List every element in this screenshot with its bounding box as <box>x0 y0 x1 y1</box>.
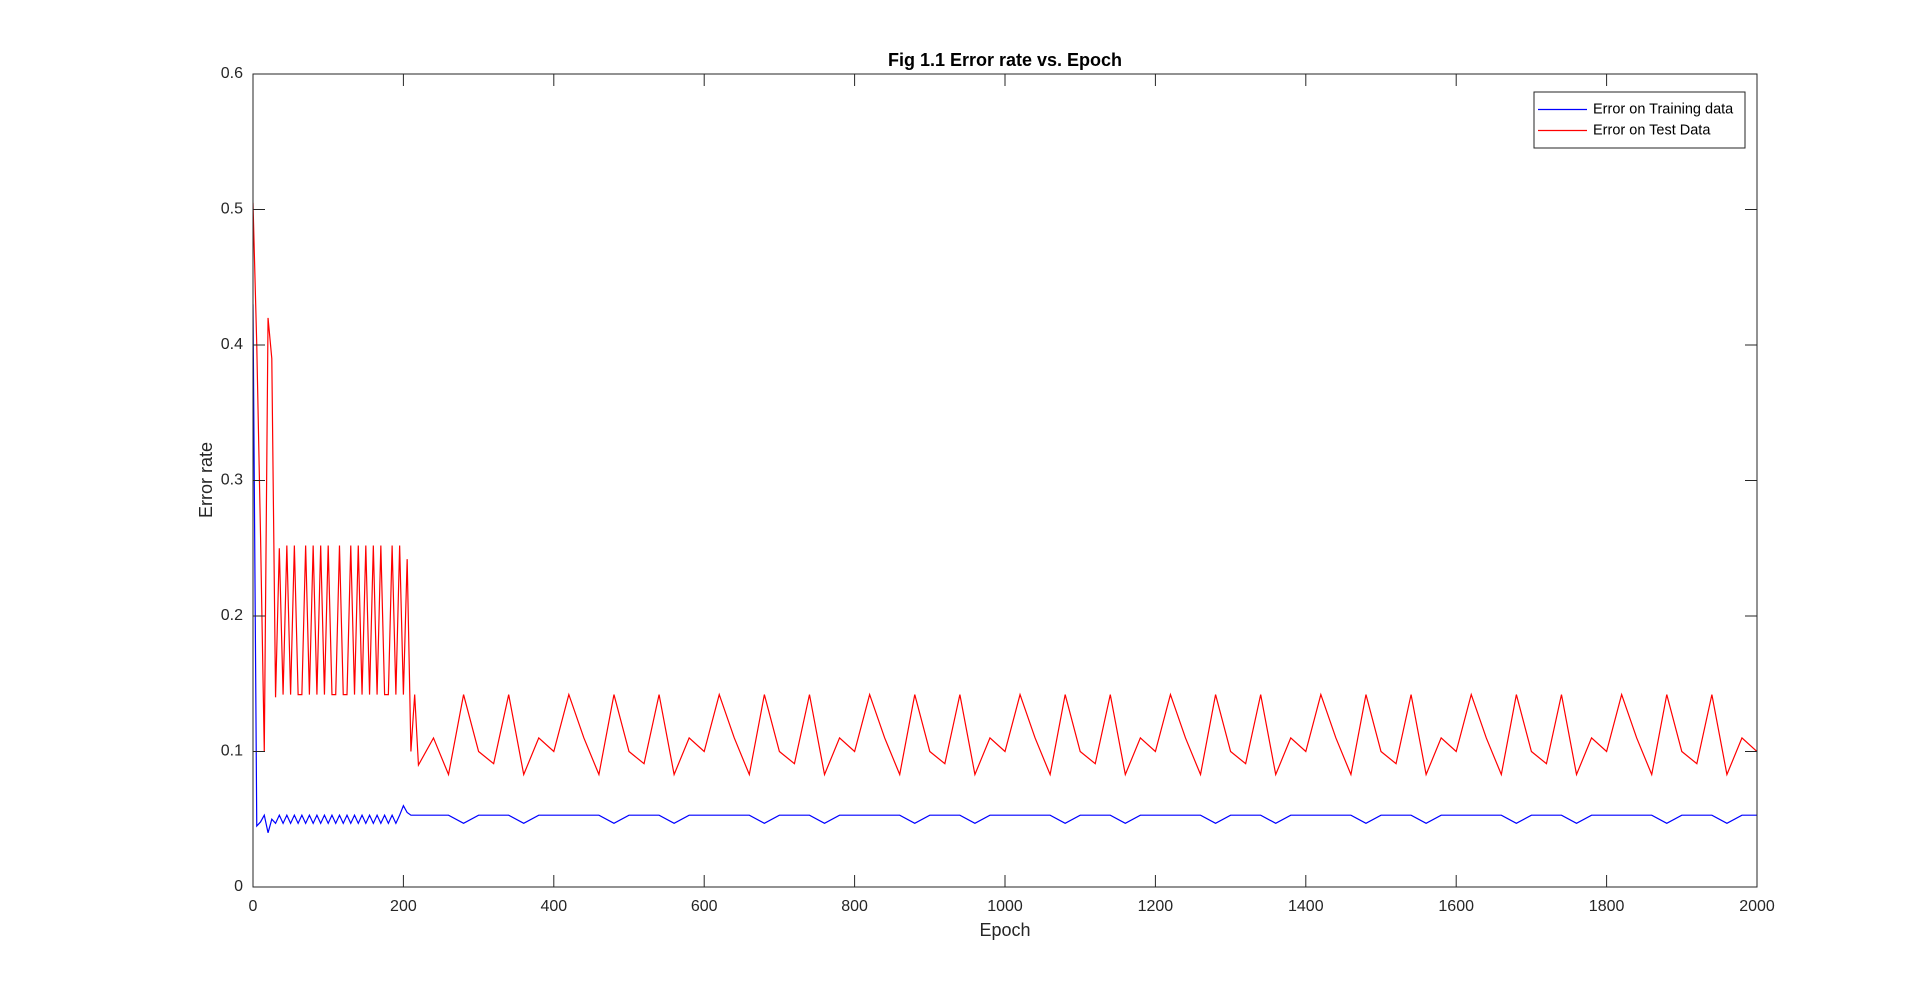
y-tick-label: 0.6 <box>221 65 243 82</box>
chart-title: Fig 1.1 Error rate vs. Epoch <box>888 50 1122 70</box>
x-tick-label: 1200 <box>1138 898 1174 915</box>
data-line <box>253 202 1757 777</box>
y-tick-label: 0 <box>234 878 243 895</box>
legend-label: Error on Test Data <box>1593 122 1711 138</box>
x-tick-label: 1400 <box>1288 898 1324 915</box>
y-tick-label: 0.4 <box>221 336 243 353</box>
x-tick-label: 600 <box>691 898 718 915</box>
data-line <box>253 304 1757 833</box>
x-tick-label: 1600 <box>1438 898 1474 915</box>
x-tick-label: 400 <box>540 898 567 915</box>
plot-area <box>253 74 1757 887</box>
y-tick-label: 0.5 <box>221 201 243 218</box>
legend-label: Error on Training data <box>1593 101 1734 117</box>
legend-box <box>1533 91 1746 149</box>
x-tick-label: 1000 <box>987 898 1023 915</box>
x-tick-label: 200 <box>390 898 417 915</box>
x-axis-label: Epoch <box>979 920 1030 940</box>
y-tick-label: 0.1 <box>221 743 243 760</box>
x-tick-label: 800 <box>841 898 868 915</box>
y-tick-label: 0.2 <box>221 607 243 624</box>
x-tick-label: 0 <box>249 898 258 915</box>
x-tick-label: 2000 <box>1739 898 1775 915</box>
y-tick-label: 0.3 <box>221 472 243 489</box>
x-tick-label: 1800 <box>1589 898 1625 915</box>
y-axis-label: Error rate <box>196 442 216 518</box>
